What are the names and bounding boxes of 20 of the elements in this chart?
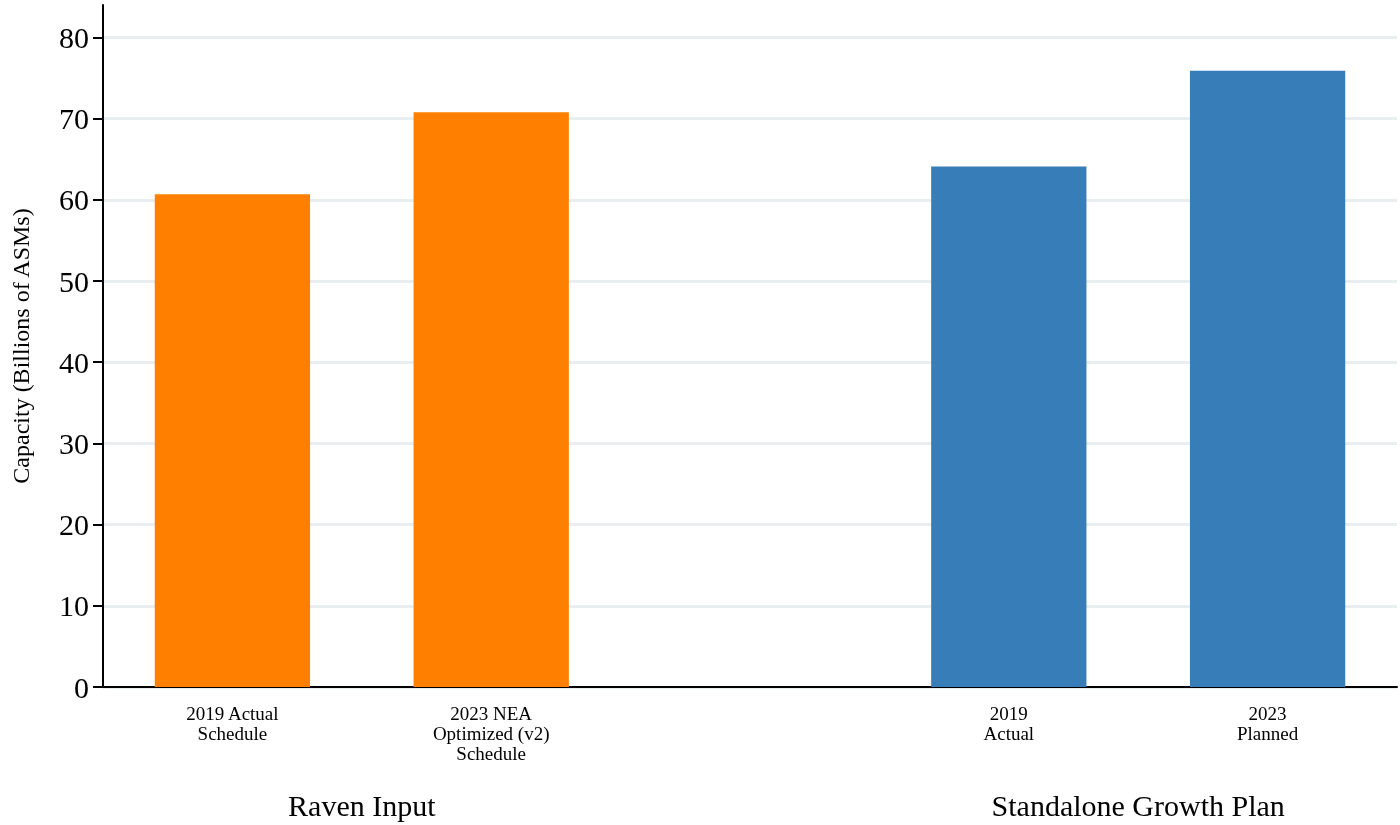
- text: Standalone Growth Plan: [991, 788, 1285, 822]
- text: Raven Input: [288, 788, 437, 822]
- bar: [154, 194, 311, 687]
- y-tick-label: 20: [59, 508, 89, 542]
- bar: [931, 166, 1087, 687]
- x-tick-label: 2023 Planned: [1236, 702, 1299, 744]
- y-tick-label: 40: [59, 345, 89, 379]
- bar: [1189, 70, 1346, 687]
- y-tick-label: 10: [59, 589, 89, 623]
- x-tick-label: 2019 Actual Schedule: [186, 702, 279, 744]
- y-tick-label: 60: [59, 183, 89, 217]
- y-tick-label: 80: [59, 20, 89, 54]
- y-tick-label: 50: [59, 264, 89, 298]
- x-tick-label: 2023 NEA Optimized (v2) Schedule: [432, 702, 550, 764]
- y-tick-label: 70: [59, 102, 89, 136]
- x-tick-label: 2019 Actual: [983, 702, 1035, 744]
- y-axis-title: Capacity (Billions of ASMs): [8, 208, 34, 484]
- bar: [413, 112, 569, 687]
- y-tick-label: 30: [59, 426, 89, 460]
- y-tick-label: 0: [74, 670, 89, 704]
